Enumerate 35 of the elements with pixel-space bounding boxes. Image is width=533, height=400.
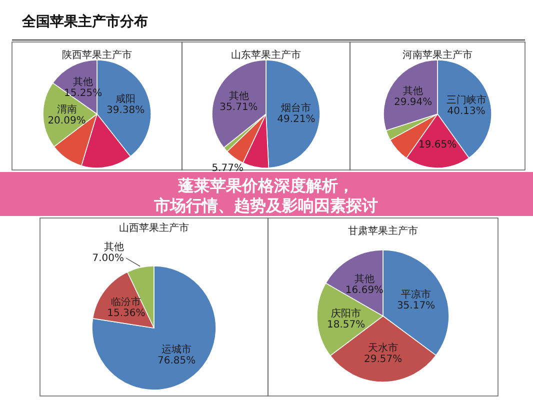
data-label: 7.00% (92, 253, 124, 264)
slice-label: 烟台市 (281, 102, 312, 114)
slice-label: 天水市 (368, 342, 398, 354)
data-label: 29.57% (364, 354, 402, 365)
data-label: 49.21% (277, 114, 316, 126)
data-label: 15.36% (107, 308, 146, 320)
chart-title: 陕西苹果主产市 (62, 49, 132, 61)
chart-title: 山东苹果主产市 (231, 49, 301, 61)
data-label: 76.85% (158, 355, 196, 366)
data-label: 19.65% (418, 140, 457, 151)
slice-label: 庆阳市 (331, 307, 362, 320)
data-label: 20.09% (48, 116, 86, 127)
text: 全国苹果主产市分布 (21, 13, 148, 30)
data-label: 29.94% (394, 97, 432, 108)
data-label: 40.13% (447, 106, 486, 117)
slice-label: 其他 (354, 273, 374, 286)
slice-label: 其他 (228, 90, 249, 102)
slice-label: 其他 (104, 241, 124, 253)
chart-title: 山西苹果主产市 (119, 222, 189, 234)
slice-label: 咸阳 (116, 93, 136, 106)
text: 蓬莱苹果价格深度解析，市场行情、趋势及影响因素探讨 (153, 176, 378, 215)
chart-title: 河南苹果主产市 (402, 49, 472, 61)
slice-label: 临汾市 (111, 296, 142, 308)
slice-label: 其他 (403, 85, 424, 98)
slice-label: 渭南 (56, 104, 77, 116)
slice-label: 运城市 (162, 343, 192, 356)
data-label: 18.57% (327, 319, 366, 330)
slice-label: 三门峡市 (446, 94, 486, 106)
data-label: 35.71% (220, 102, 258, 113)
slice-label: 其他 (73, 76, 94, 88)
data-label: 35.17% (396, 300, 436, 312)
chart-title: 甘肃苹果主产市 (348, 225, 418, 237)
data-label: 5.77% (212, 163, 244, 174)
slice-label: 平凉市 (401, 288, 432, 300)
data-label: 39.38% (106, 105, 145, 116)
